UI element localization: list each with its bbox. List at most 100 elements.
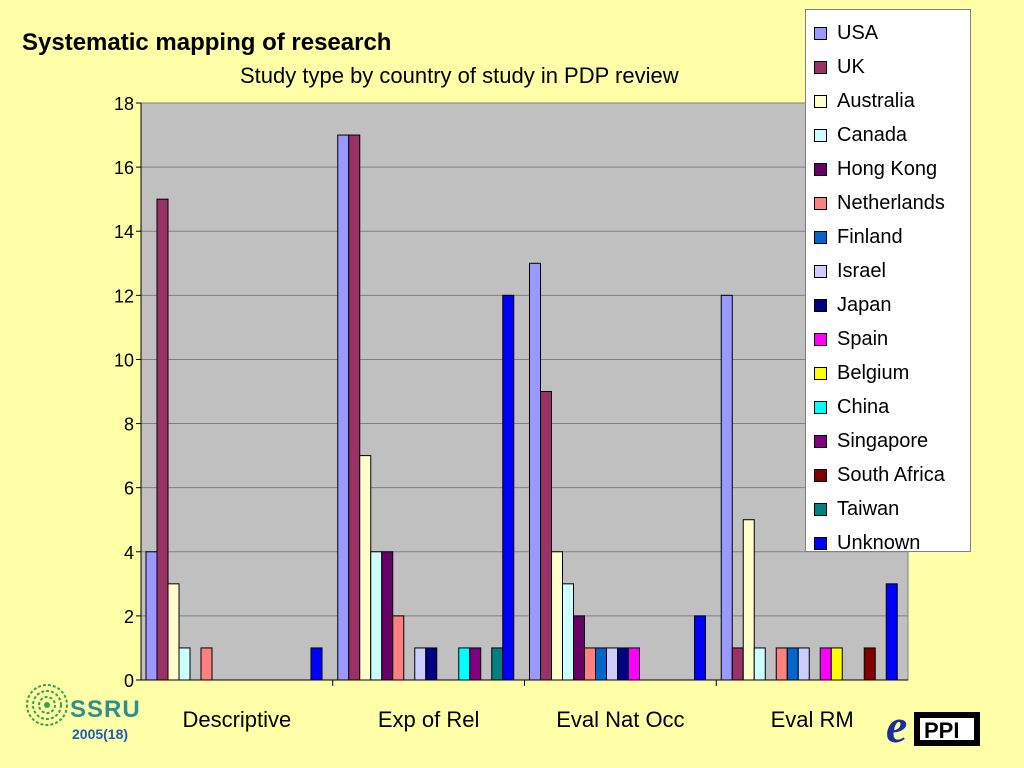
bar-south-africa-eval-rm <box>863 647 876 681</box>
bar-australia-eval-nat-occ <box>551 551 563 681</box>
bar-hong-kong-eval-nat-occ <box>573 615 585 681</box>
bar-israel-eval-nat-occ <box>606 647 618 681</box>
legend-item: Japan <box>806 288 970 322</box>
bar-uk-descriptive <box>156 198 169 681</box>
bar-finland-eval-rm <box>786 647 799 681</box>
legend-item: Finland <box>806 220 970 254</box>
legend-item: Spain <box>806 322 970 356</box>
plot-area <box>140 102 909 681</box>
legend-label: South Africa <box>837 463 945 486</box>
footer-year: 2005(18) <box>72 726 129 742</box>
eppi-logo-text: PPI <box>924 718 959 743</box>
y-tick-label: 0 <box>124 671 134 691</box>
legend-label: Canada <box>837 123 908 146</box>
bar-canada-descriptive <box>178 647 191 681</box>
legend-swatch <box>814 332 827 346</box>
legend-label: Netherlands <box>837 191 945 214</box>
legend-swatch <box>814 264 827 278</box>
bar-japan-exp-of-rel <box>425 647 438 681</box>
y-tick-label: 14 <box>114 222 134 242</box>
bar-unknown-descriptive <box>310 647 323 681</box>
legend-swatch <box>814 196 827 210</box>
bar-netherlands-exp-of-rel <box>392 615 405 681</box>
legend-label: Spain <box>837 327 889 350</box>
bar-finland-eval-nat-occ <box>595 647 607 681</box>
x-tick-label: Eval RM <box>771 707 854 732</box>
bar-china-exp-of-rel <box>458 647 471 681</box>
legend-label: Australia <box>837 89 915 112</box>
bar-unknown-eval-rm <box>885 583 898 681</box>
legend-label: Japan <box>837 293 892 316</box>
legend-item: Singapore <box>806 424 970 458</box>
bar-spain-eval-rm <box>819 647 832 681</box>
legend-item: UK <box>806 50 970 84</box>
y-tick-label: 10 <box>114 350 134 370</box>
bar-netherlands-eval-rm <box>775 647 788 681</box>
y-tick-labels: 0 2 4 6 8 10 12 14 16 18 <box>114 94 134 691</box>
legend-swatch <box>814 94 827 108</box>
y-tick-label: 4 <box>124 543 134 563</box>
y-tick-label: 16 <box>114 158 134 178</box>
legend-swatch <box>814 26 827 40</box>
legend-item: Hong Kong <box>806 152 970 186</box>
eppi-logo-e: e <box>886 700 907 752</box>
ssru-logo: SSRU 2005(18) <box>24 682 164 746</box>
bar-canada-eval-rm <box>753 647 766 681</box>
bar-uk-eval-rm <box>731 647 744 681</box>
legend-item: USA <box>806 16 970 50</box>
legend-label: Unknown <box>837 531 921 554</box>
bar-usa-descriptive <box>145 551 158 681</box>
legend-item: Unknown <box>806 526 970 560</box>
x-tick-label: Eval Nat Occ <box>556 707 684 732</box>
legend-item: Australia <box>806 84 970 118</box>
legend-swatch <box>814 468 827 482</box>
legend-item: Israel <box>806 254 970 288</box>
bar-netherlands-eval-nat-occ <box>584 647 596 681</box>
eppi-logo: PPI e <box>886 700 980 752</box>
legend-swatch <box>814 536 827 550</box>
y-tick-label: 8 <box>124 415 134 435</box>
bar-australia-descriptive <box>167 583 180 681</box>
legend-label: Finland <box>837 225 903 248</box>
bar-israel-exp-of-rel <box>414 647 427 681</box>
bar-usa-eval-rm <box>720 294 733 681</box>
slide-title: Systematic mapping of research <box>22 29 392 56</box>
x-tick-label: Descriptive <box>182 707 291 732</box>
legend-swatch <box>814 400 827 414</box>
legend-swatch <box>814 366 827 380</box>
legend-item: Belgium <box>806 356 970 390</box>
x-tick-labels: Descriptive Exp of Rel Eval Nat Occ Eval RM <box>182 707 853 732</box>
chart-title: Study type by country of study in PDP re… <box>240 63 679 88</box>
legend-swatch <box>814 434 827 448</box>
axes <box>136 102 908 686</box>
legend-label: Taiwan <box>837 497 900 520</box>
legend-swatch <box>814 60 827 74</box>
bar-taiwan-exp-of-rel <box>491 647 504 681</box>
bar-australia-eval-rm <box>742 519 755 681</box>
bar-australia-exp-of-rel <box>359 455 372 681</box>
legend-label: China <box>837 395 890 418</box>
legend-swatch <box>814 162 827 176</box>
bar-spain-eval-nat-occ <box>628 647 640 681</box>
gridlines <box>141 102 908 617</box>
legend: USA UK Australia Canada Hong Kong Netherlands… <box>805 9 971 554</box>
legend-label: Israel <box>837 259 886 282</box>
y-tick-label: 2 <box>124 607 134 627</box>
y-tick-label: 18 <box>114 94 134 114</box>
legend-label: Belgium <box>837 361 910 384</box>
legend-item: South Africa <box>806 458 970 492</box>
bar-hong-kong-exp-of-rel <box>381 551 394 681</box>
legend-item: Canada <box>806 118 970 152</box>
y-tick-label: 6 <box>124 479 134 499</box>
bar-unknown-eval-nat-occ <box>694 615 706 681</box>
x-tick-label: Exp of Rel <box>378 707 480 732</box>
legend-label: Hong Kong <box>837 157 938 180</box>
bar-israel-eval-rm <box>797 647 810 681</box>
ssru-emblem-icon <box>26 684 68 726</box>
bar-unknown-exp-of-rel <box>502 294 515 681</box>
bar-japan-eval-nat-occ <box>617 647 629 681</box>
bar-uk-exp-of-rel <box>348 134 361 681</box>
bar-netherlands-descriptive <box>200 647 213 681</box>
bar-canada-exp-of-rel <box>370 551 383 681</box>
